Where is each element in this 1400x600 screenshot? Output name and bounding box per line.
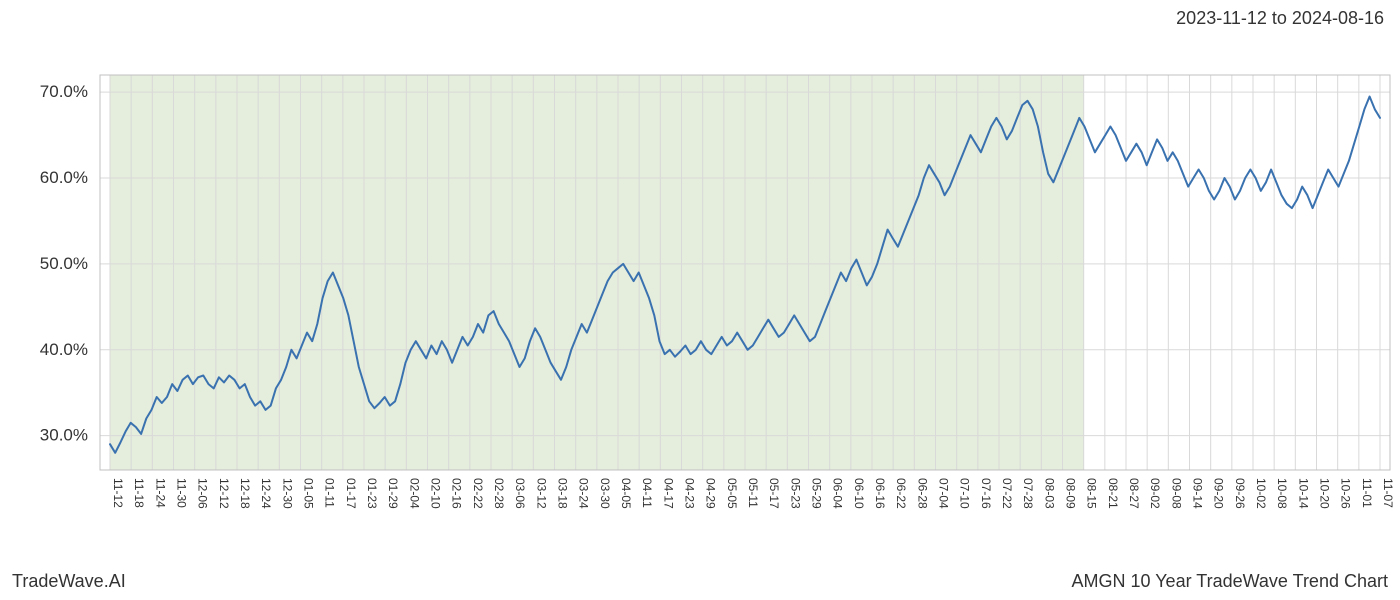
x-tick-label: 05-17 (767, 478, 781, 509)
x-tick-label: 09-14 (1191, 478, 1205, 509)
x-tick-label: 05-29 (810, 478, 824, 509)
chart-title: AMGN 10 Year TradeWave Trend Chart (1072, 571, 1389, 592)
x-tick-label: 06-16 (873, 478, 887, 509)
x-tick-label: 05-11 (746, 478, 760, 508)
x-tick-label: 10-14 (1296, 478, 1310, 509)
x-tick-label: 10-08 (1275, 478, 1289, 509)
x-tick-label: 03-18 (556, 478, 570, 509)
x-tick-label: 01-11 (323, 478, 337, 508)
brand-label: TradeWave.AI (12, 571, 126, 592)
x-tick-label: 12-06 (196, 478, 210, 509)
x-tick-label: 08-09 (1064, 478, 1078, 509)
x-tick-label: 05-05 (725, 478, 739, 509)
x-tick-label: 03-06 (513, 478, 527, 509)
x-tick-label: 02-28 (492, 478, 506, 509)
x-tick-label: 05-23 (788, 478, 802, 509)
x-tick-label: 08-15 (1085, 478, 1099, 509)
x-tick-label: 09-02 (1148, 478, 1162, 509)
y-tick-label: 50.0% (40, 254, 88, 273)
x-tick-label: 11-18 (132, 478, 146, 508)
x-tick-label: 09-08 (1169, 478, 1183, 509)
x-tick-label: 10-26 (1339, 478, 1353, 509)
x-tick-label: 04-23 (683, 478, 697, 509)
y-tick-label: 70.0% (40, 82, 88, 101)
y-tick-label: 60.0% (40, 168, 88, 187)
x-tick-label: 06-22 (894, 478, 908, 509)
x-tick-label: 03-24 (577, 478, 591, 509)
x-tick-label: 03-30 (598, 478, 612, 509)
x-tick-label: 12-24 (259, 478, 273, 509)
x-tick-label: 06-28 (915, 478, 929, 509)
x-tick-label: 02-22 (471, 478, 485, 509)
x-tick-label: 07-16 (979, 478, 993, 509)
x-tick-label: 11-24 (153, 478, 167, 508)
x-tick-label: 11-30 (175, 478, 189, 508)
x-tick-label: 11-01 (1360, 478, 1374, 508)
x-tick-label: 08-21 (1106, 478, 1120, 509)
y-tick-label: 40.0% (40, 340, 88, 359)
x-tick-label: 10-02 (1254, 478, 1268, 509)
x-tick-label: 07-10 (958, 478, 972, 509)
x-tick-label: 01-23 (365, 478, 379, 509)
x-tick-label: 04-11 (640, 478, 654, 508)
x-tick-label: 02-10 (429, 478, 443, 509)
x-tick-label: 02-04 (407, 478, 421, 509)
chart-container: 2023-11-12 to 2024-08-16 30.0% 40.0% 50.0%… (0, 0, 1400, 600)
x-tick-label: 01-29 (386, 478, 400, 509)
x-tick-label: 07-22 (1000, 478, 1014, 509)
date-range-label: 2023-11-12 to 2024-08-16 (1176, 8, 1384, 29)
x-tick-label: 01-17 (344, 478, 358, 509)
x-tick-label: 12-30 (280, 478, 294, 509)
x-tick-label: 12-18 (238, 478, 252, 509)
x-tick-label: 12-12 (217, 478, 231, 509)
x-tick-label: 04-17 (661, 478, 675, 509)
x-tick-label: 07-04 (937, 478, 951, 509)
x-tick-label: 04-29 (704, 478, 718, 509)
x-tick-label: 06-10 (852, 478, 866, 509)
x-tick-label: 07-28 (1021, 478, 1035, 509)
x-tick-label: 02-16 (450, 478, 464, 509)
x-tick-label: 10-20 (1318, 478, 1332, 509)
x-tick-label: 04-05 (619, 478, 633, 509)
x-tick-label: 01-05 (302, 478, 316, 509)
x-tick-label: 11-12 (111, 478, 125, 508)
x-tick-label: 09-20 (1212, 478, 1226, 509)
x-tick-label: 03-12 (534, 478, 548, 509)
y-tick-label: 30.0% (40, 426, 88, 445)
x-tick-label: 08-03 (1042, 478, 1056, 509)
x-tick-label: 08-27 (1127, 478, 1141, 509)
x-tick-label: 09-26 (1233, 478, 1247, 509)
x-tick-label: 11-07 (1381, 478, 1395, 508)
line-chart: 30.0% 40.0% 50.0% 60.0% 70.0% 11-12 11-18 11-24… (0, 40, 1400, 560)
x-tick-label: 06-04 (831, 478, 845, 509)
chart-area: 30.0% 40.0% 50.0% 60.0% 70.0% 11-12 11-18 11-24… (0, 40, 1400, 560)
